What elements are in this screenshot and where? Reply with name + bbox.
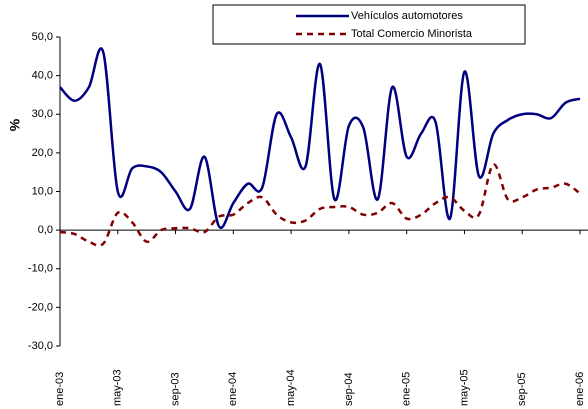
y-tick-label: 50,0 (32, 31, 53, 43)
y-tick-label: 10,0 (32, 185, 53, 197)
y-tick-label: 20,0 (32, 147, 53, 159)
legend-label: Total Comercio Minorista (351, 28, 473, 40)
x-tick-label: may-03 (112, 369, 124, 406)
y-tick-label: 30,0 (32, 108, 53, 120)
y-tick-label: -20,0 (28, 301, 53, 313)
y-tick-label: 0,0 (38, 224, 53, 236)
line-series (59, 163, 581, 247)
y-tick-label: -30,0 (28, 340, 53, 352)
x-tick-label: sep-05 (516, 372, 528, 406)
x-tick-label: may-04 (285, 369, 297, 406)
x-tick-label: sep-03 (169, 372, 181, 406)
x-tick-label: ene-06 (574, 372, 586, 406)
y-tick-label: 40,0 (32, 70, 53, 82)
x-tick-label: ene-03 (54, 372, 66, 406)
legend-box (212, 4, 526, 45)
x-tick-label: may-05 (458, 369, 470, 406)
x-tick-label: ene-05 (401, 372, 413, 406)
x-tick-label: ene-04 (227, 372, 239, 406)
y-tick-label: -10,0 (28, 263, 53, 275)
y-axis-label: % (7, 118, 23, 131)
legend-label: Vehículos automotores (351, 10, 463, 22)
line-series (59, 47, 581, 230)
x-tick-label: sep-04 (343, 372, 355, 406)
